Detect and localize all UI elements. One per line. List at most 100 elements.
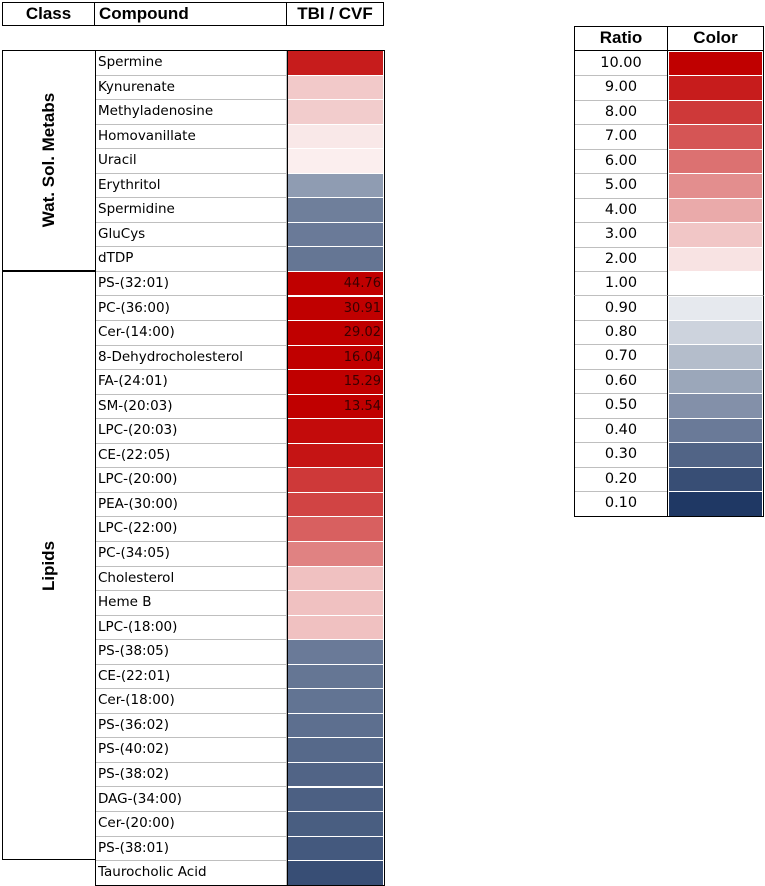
- compound-label: PS-(38:01): [95, 835, 287, 862]
- compound-label: Cer-(14:00): [95, 320, 287, 346]
- compound-label: LPC-(22:00): [95, 516, 287, 542]
- header-class: Class: [2, 2, 95, 26]
- heatmap-cell: [288, 100, 383, 124]
- legend-ratio-label: 7.00: [574, 124, 668, 150]
- legend-swatch: [669, 443, 762, 467]
- compound-label: PC-(36:00): [95, 295, 287, 322]
- class-label: Wat. Sol. Metabs: [38, 93, 58, 228]
- legend-swatch: [669, 174, 762, 198]
- table-top-border: [95, 50, 384, 51]
- compound-label: Homovanillate: [95, 123, 287, 150]
- compound-label: DAG-(34:00): [95, 786, 287, 813]
- heatmap-cell: [288, 542, 383, 566]
- legend-ratio-label: 9.00: [574, 75, 668, 101]
- legend-ratio-label: 5.00: [574, 173, 668, 199]
- class-group: [2, 50, 95, 271]
- legend-ratio-label: 2.00: [574, 246, 668, 273]
- legend-swatch: [669, 369, 762, 394]
- heatmap-cell: [288, 443, 383, 468]
- compound-label: SM-(20:03): [95, 393, 287, 420]
- legend-ratio-label: 0.90: [574, 295, 668, 321]
- heatmap-cell: [288, 222, 383, 247]
- heatmap-cell: [288, 689, 383, 713]
- compound-label: Spermine: [95, 50, 287, 76]
- compound-label: CE-(22:01): [95, 663, 287, 690]
- header-compound: Compound: [95, 2, 287, 26]
- table-divider: [95, 50, 96, 885]
- heatmap-cell: [288, 566, 383, 591]
- legend-ratio-label: 0.70: [574, 344, 668, 370]
- legend-ratio-label: 8.00: [574, 99, 668, 126]
- legend-ratio-label: 0.80: [574, 319, 668, 346]
- heatmap-cell: [288, 296, 383, 321]
- heatmap-cell: [288, 149, 383, 173]
- class-group: [2, 270, 95, 861]
- legend-swatch: [669, 223, 762, 247]
- heatmap-cell-value: 30.91: [343, 300, 381, 316]
- legend-swatch: [669, 394, 762, 418]
- compound-label: Cer-(20:00): [95, 811, 287, 837]
- legend-swatch: [669, 272, 762, 296]
- legend-header-ratio: Ratio: [574, 26, 668, 51]
- class-label: Lipids: [38, 540, 58, 591]
- legend-ratio-label: 10.00: [574, 51, 668, 77]
- legend-swatch: [669, 76, 762, 100]
- heatmap-cell-value: 16.04: [343, 349, 381, 365]
- heatmap-cell: [288, 198, 383, 222]
- legend-swatch: [669, 198, 762, 223]
- compound-label: 8-Dehydrocholesterol: [95, 344, 287, 371]
- compound-label: Erythritol: [95, 172, 287, 199]
- legend-ratio-label: 1.00: [574, 271, 668, 297]
- compound-label: Heme B: [95, 590, 287, 616]
- compound-label: PS-(38:05): [95, 639, 287, 665]
- compound-label: CE-(22:05): [95, 442, 287, 469]
- compound-label: Uracil: [95, 148, 287, 174]
- heatmap-cell-value: 29.02: [343, 325, 381, 341]
- legend-ratio-label: 0.60: [574, 368, 668, 395]
- legend-ratio-label: 0.50: [574, 393, 668, 419]
- table-divider: [287, 50, 288, 885]
- heatmap-cell: [288, 419, 383, 443]
- legend-ratio-label: 0.10: [574, 491, 668, 517]
- compound-label: Spermidine: [95, 197, 287, 223]
- heatmap-cell: [288, 787, 383, 812]
- legend-swatch: [669, 296, 762, 320]
- legend-bottom-border: [574, 515, 764, 517]
- compound-label: LPC-(20:00): [95, 467, 287, 493]
- compound-label: PS-(32:01): [95, 270, 287, 297]
- heatmap-cell: [288, 394, 383, 419]
- compound-label: LPC-(20:03): [95, 418, 287, 444]
- compound-label: PEA-(30:00): [95, 491, 287, 518]
- legend-ratio-label: 3.00: [574, 222, 668, 248]
- heatmap-cell: [288, 345, 383, 370]
- heatmap-cell: [288, 861, 383, 885]
- legend-swatch: [669, 52, 762, 76]
- heatmap-cell: [288, 640, 383, 664]
- compound-label: PC-(34:05): [95, 541, 287, 567]
- compound-label: Cholesterol: [95, 565, 287, 592]
- compound-label: LPC-(18:00): [95, 614, 287, 641]
- heatmap-cell: [288, 173, 383, 198]
- legend-swatch: [669, 125, 762, 149]
- heatmap-cell: [288, 124, 383, 149]
- heatmap-cell: [288, 51, 383, 75]
- compound-label: FA-(24:01): [95, 369, 287, 395]
- heatmap-cell-value: 44.76: [343, 275, 381, 291]
- legend-swatch: [669, 320, 762, 345]
- legend-ratio-label: 0.40: [574, 417, 668, 444]
- heatmap-cell: [288, 836, 383, 861]
- heatmap-cell: [288, 321, 383, 345]
- legend-swatch: [669, 149, 762, 174]
- heatmap-cell: [288, 75, 383, 100]
- legend-swatch: [669, 247, 762, 272]
- compound-label: Methyladenosine: [95, 99, 287, 125]
- heatmap-cell: [288, 812, 383, 836]
- heatmap-cell: [288, 271, 383, 296]
- compound-label: PS-(38:02): [95, 761, 287, 788]
- heatmap-cell: [288, 762, 383, 787]
- legend-swatch: [669, 345, 762, 369]
- heatmap-cell: [288, 247, 383, 271]
- heatmap-cell: [288, 492, 383, 517]
- heatmap-cell-value: 13.54: [343, 398, 381, 414]
- legend-ratio-label: 0.20: [574, 466, 668, 493]
